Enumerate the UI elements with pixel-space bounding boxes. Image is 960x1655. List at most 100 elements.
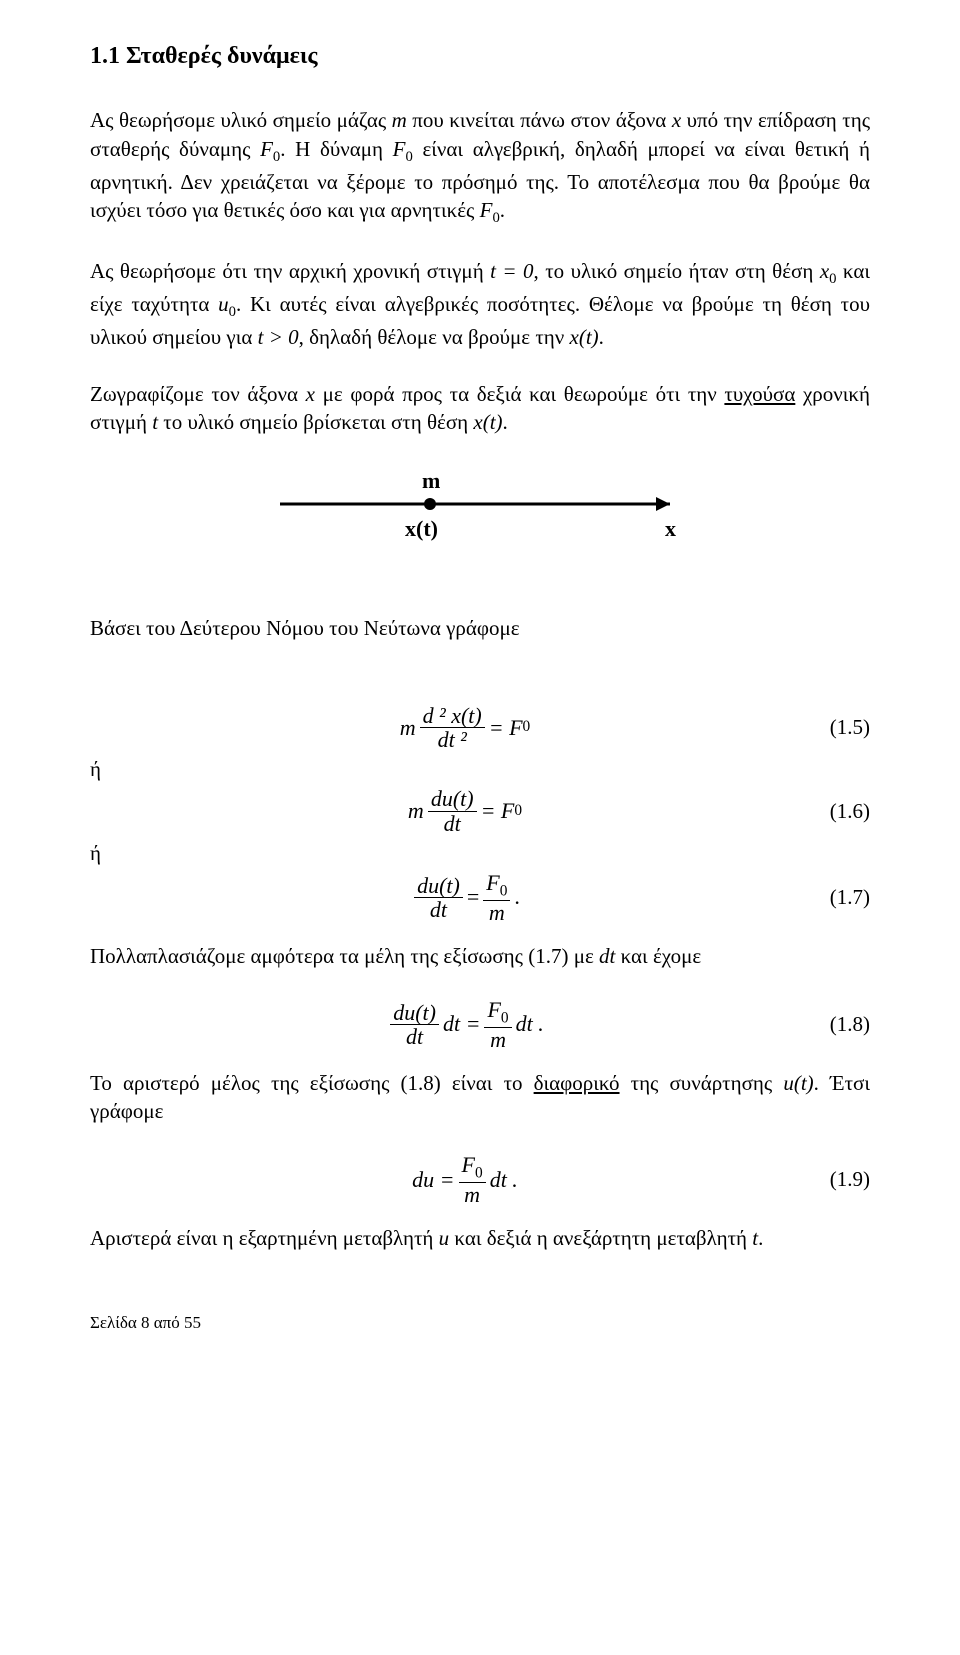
frac-bot: dt <box>427 898 450 921</box>
spacer <box>90 670 870 700</box>
var-x: x <box>672 108 681 132</box>
sub-zero: 0 <box>500 882 508 899</box>
arrowhead-icon <box>656 497 670 511</box>
sub-zero: 0 <box>475 1165 483 1182</box>
dt-dot: dt . <box>490 1165 518 1195</box>
or-label: ή <box>90 839 130 867</box>
fraction: d ² x(t) dt ² <box>420 704 485 751</box>
var-xt: x(t) <box>473 410 502 434</box>
page-footer: Σελίδα 8 από 55 <box>90 1312 870 1335</box>
fraction: F0 m <box>484 998 511 1051</box>
text: που κινείται πάνω στον άξονα <box>407 108 672 132</box>
frac-top: F0 <box>459 1153 486 1182</box>
eq-number: (1.9) <box>800 1165 870 1193</box>
var-f: F <box>486 870 499 895</box>
var-m: m <box>392 108 407 132</box>
text: . <box>500 198 505 222</box>
var-u0: u <box>218 292 229 316</box>
spacer <box>90 1055 870 1069</box>
paragraph-1: Ας θεωρήσομε υλικό σημείο μάζας m που κι… <box>90 106 870 229</box>
text: το υλικό σημείο βρίσκεται στη θέση <box>158 410 473 434</box>
fraction: du(t) dt <box>390 1001 439 1048</box>
var-f: F <box>462 1152 475 1177</box>
document-page: 1.1 Σταθερές δυνάμεις Ας θεωρήσομε υλικό… <box>0 0 960 1655</box>
equation-1-8: du(t) dt dt = F0 m dt . (1.8) <box>90 998 870 1051</box>
text: Το αριστερό μέλος της εξίσωσης (1.8) είν… <box>90 1071 534 1095</box>
var-u: u <box>439 1226 450 1250</box>
var-dt: dt <box>599 944 615 968</box>
eq-rhs: = F <box>481 796 515 826</box>
eq-body: m du(t) dt = F0 <box>130 787 800 834</box>
frac-top: F0 <box>483 871 510 900</box>
var-f: F <box>260 137 273 161</box>
text: με φορά προς τα δεξιά και θεωρούμε ότι τ… <box>315 382 724 406</box>
frac-top: d ² x(t) <box>420 704 485 727</box>
sub-zero: 0 <box>501 1009 509 1026</box>
label-xt: x(t) <box>405 516 438 541</box>
sub-zero: 0 <box>523 717 531 738</box>
frac-top: F0 <box>484 998 511 1027</box>
frac-bot: dt <box>403 1025 426 1048</box>
fraction: du(t) dt <box>428 787 477 834</box>
sub-zero: 0 <box>514 801 522 822</box>
paragraph-2: Ας θεωρήσομε ότι την αρχική χρονική στιγ… <box>90 257 870 351</box>
sub-zero: 0 <box>229 304 236 320</box>
var-m: m <box>408 796 424 826</box>
axis-svg: m x(t) x <box>270 466 690 556</box>
or-label: ή <box>90 755 130 783</box>
expr-t0: t = 0 <box>490 259 533 283</box>
eq-body: du(t) dt dt = F0 m dt . <box>130 998 800 1051</box>
var-f: F <box>480 198 493 222</box>
equation-1-6: m du(t) dt = F0 (1.6) <box>90 787 870 834</box>
label-x: x <box>665 516 676 541</box>
var-xt: x(t) <box>570 325 599 349</box>
text: της συνάρτησης <box>620 1071 784 1095</box>
mass-point-icon <box>424 498 436 510</box>
eq-number: (1.5) <box>800 713 870 741</box>
text: . <box>599 325 604 349</box>
eq-body: du(t) dt = F0 m . <box>130 871 800 924</box>
expr-tgt0: t > 0 <box>258 325 299 349</box>
var-m: m <box>400 713 416 743</box>
frac-top: du(t) <box>414 874 463 897</box>
eq-number: (1.6) <box>800 797 870 825</box>
var-x0: x <box>820 259 829 283</box>
dt-eq: dt = <box>443 1009 480 1039</box>
underline-word: διαφορικό <box>534 1071 620 1095</box>
equation-1-7: du(t) dt = F0 m . (1.7) <box>90 871 870 924</box>
text: και έχομε <box>615 944 701 968</box>
var-x: x <box>306 382 315 406</box>
section-heading: 1.1 Σταθερές δυνάμεις <box>90 40 870 72</box>
frac-top: du(t) <box>428 787 477 810</box>
eq-number: (1.7) <box>800 883 870 911</box>
frac-top: du(t) <box>390 1001 439 1024</box>
paragraph-3: Ζωγραφίζομε τον άξονα x με φορά προς τα … <box>90 380 870 437</box>
spacer <box>90 1210 870 1224</box>
or-separator: ή <box>90 755 870 783</box>
var-f: F <box>487 997 500 1022</box>
or-separator: ή <box>90 839 870 867</box>
dt-dot: dt . <box>516 1009 544 1039</box>
sub-zero: 0 <box>405 149 412 165</box>
text: , δηλαδή θέλομε να βρούμε την <box>299 325 570 349</box>
multiply-line: Πολλαπλασιάζομε αμφότερα τα μέλη της εξί… <box>90 942 870 970</box>
frac-bot: dt ² <box>435 728 470 751</box>
text: και δεξιά η ανεξάρτητη μεταβλητή <box>449 1226 752 1250</box>
frac-bot: m <box>487 1028 509 1051</box>
text: Αριστερά είναι η εξαρτημένη μεταβλητή <box>90 1226 439 1250</box>
frac-bot: m <box>461 1183 483 1206</box>
equation-1-5: m d ² x(t) dt ² = F0 (1.5) <box>90 704 870 751</box>
label-m: m <box>422 468 440 493</box>
fraction: du(t) dt <box>414 874 463 921</box>
text: , το υλικό σημείο ήταν στη θέση <box>534 259 820 283</box>
period: . <box>514 882 520 912</box>
last-line: Αριστερά είναι η εξαρτημένη μεταβλητή u … <box>90 1224 870 1252</box>
fraction: F0 m <box>483 871 510 924</box>
newton-intro: Βάσει του Δεύτερου Νόμου του Νεύτωνα γρά… <box>90 614 870 642</box>
eq-body: m d ² x(t) dt ² = F0 <box>130 704 800 751</box>
axis-figure: m x(t) x <box>270 466 690 563</box>
frac-bot: m <box>486 901 508 924</box>
text: Ας θεωρήσομε υλικό σημείο μάζας <box>90 108 392 132</box>
equation-1-9: du = F0 m dt . (1.9) <box>90 1153 870 1206</box>
frac-bot: dt <box>441 812 464 835</box>
